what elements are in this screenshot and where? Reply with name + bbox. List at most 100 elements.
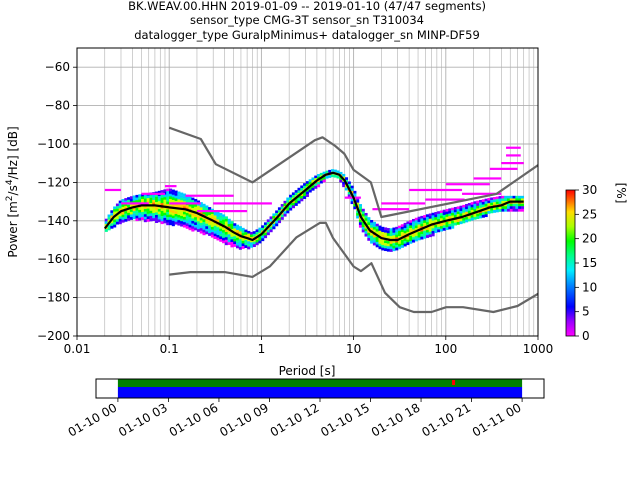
density-cell bbox=[370, 219, 374, 223]
density-cell bbox=[515, 206, 519, 210]
density-cell bbox=[520, 208, 525, 212]
density-cell bbox=[110, 220, 114, 224]
density-cell bbox=[456, 221, 460, 225]
density-cell bbox=[163, 189, 167, 193]
density-cell bbox=[143, 211, 147, 215]
density-cell bbox=[305, 183, 309, 187]
density-cell bbox=[224, 224, 228, 227]
density-cell bbox=[224, 237, 228, 240]
density-cell bbox=[135, 200, 139, 203]
chart-title-line-2: sensor_type CMG-3T sensor_sn T310034 bbox=[190, 13, 424, 27]
density-cell bbox=[367, 219, 371, 223]
density-cell bbox=[166, 222, 170, 226]
density-cell bbox=[143, 219, 147, 223]
density-cell bbox=[219, 215, 223, 219]
density-outlier bbox=[489, 167, 518, 170]
density-cell bbox=[291, 192, 295, 196]
y-tick-label: −60 bbox=[45, 60, 70, 74]
density-cell bbox=[177, 222, 181, 226]
density-cell bbox=[143, 198, 147, 202]
density-cell bbox=[230, 223, 234, 227]
density-cell bbox=[317, 184, 321, 188]
density-cell bbox=[216, 214, 220, 218]
density-cell bbox=[143, 216, 147, 220]
density-cell bbox=[398, 236, 402, 239]
density-cell bbox=[166, 191, 170, 194]
density-cell bbox=[196, 221, 201, 225]
density-cell bbox=[180, 197, 184, 201]
density-cell bbox=[484, 209, 488, 212]
density-cell bbox=[384, 243, 388, 246]
density-cell bbox=[249, 231, 254, 235]
density-cell bbox=[358, 209, 363, 213]
density-cell bbox=[297, 200, 301, 204]
density-cell bbox=[141, 206, 145, 210]
density-cell bbox=[406, 229, 410, 233]
density-cell bbox=[252, 244, 256, 248]
density-cell bbox=[160, 216, 164, 219]
density-cell bbox=[168, 222, 173, 226]
density-cell bbox=[476, 205, 480, 209]
y-tick-label: −80 bbox=[45, 99, 70, 113]
density-cell bbox=[367, 230, 371, 233]
density-cell bbox=[261, 233, 265, 236]
density-cell bbox=[512, 208, 516, 212]
density-cell bbox=[286, 197, 290, 201]
density-outliers bbox=[104, 146, 524, 213]
density-cell bbox=[431, 212, 435, 216]
nhnm-curve bbox=[168, 126, 538, 219]
density-cell bbox=[177, 199, 181, 203]
density-cell bbox=[146, 213, 150, 217]
density-cell bbox=[398, 233, 402, 237]
density-cell bbox=[191, 200, 195, 203]
density-cell bbox=[308, 189, 312, 193]
density-cell bbox=[297, 198, 301, 201]
density-cell bbox=[467, 216, 471, 219]
density-cell bbox=[453, 209, 457, 213]
density-cell bbox=[448, 210, 452, 214]
density-cell bbox=[423, 230, 427, 234]
density-cell bbox=[495, 201, 499, 205]
density-cell bbox=[445, 209, 449, 212]
density-cell bbox=[171, 205, 175, 208]
density-cell bbox=[247, 230, 251, 234]
density-cell bbox=[143, 206, 147, 210]
density-cell bbox=[286, 200, 290, 203]
density-cell bbox=[275, 210, 279, 214]
density-cell bbox=[199, 217, 203, 221]
density-outlier bbox=[462, 192, 502, 195]
density-cell bbox=[445, 216, 449, 220]
density-cell bbox=[244, 245, 248, 248]
density-cell bbox=[199, 222, 203, 226]
density-cell bbox=[230, 239, 234, 243]
density-cell bbox=[370, 238, 374, 241]
density-cell bbox=[152, 210, 156, 214]
density-cell bbox=[124, 216, 128, 220]
density-cell bbox=[389, 236, 393, 239]
density-cell bbox=[210, 216, 214, 220]
density-cell bbox=[191, 213, 195, 216]
density-cell bbox=[314, 178, 318, 181]
density-cell bbox=[166, 198, 170, 202]
density-cell bbox=[236, 227, 240, 231]
density-cell bbox=[442, 209, 446, 213]
density-cell bbox=[386, 246, 390, 250]
density-cell bbox=[370, 240, 374, 244]
density-cell bbox=[213, 215, 217, 219]
density-cell bbox=[403, 228, 407, 231]
density-cell bbox=[196, 218, 201, 222]
density-cell bbox=[364, 233, 368, 237]
density-cell bbox=[294, 190, 298, 193]
density-cell bbox=[230, 226, 234, 230]
timeline-tick-label: 01-10 12 bbox=[268, 400, 322, 439]
coverage-bar-green bbox=[117, 379, 523, 387]
density-cell bbox=[115, 208, 120, 212]
density-cell bbox=[238, 226, 242, 229]
density-cell bbox=[453, 207, 457, 210]
density-cell bbox=[168, 196, 173, 200]
density-cell bbox=[498, 196, 502, 199]
colorbar-tick-label: 5 bbox=[582, 305, 590, 319]
density-cell bbox=[263, 222, 268, 226]
density-cell bbox=[403, 241, 407, 244]
density-cell bbox=[409, 235, 413, 239]
